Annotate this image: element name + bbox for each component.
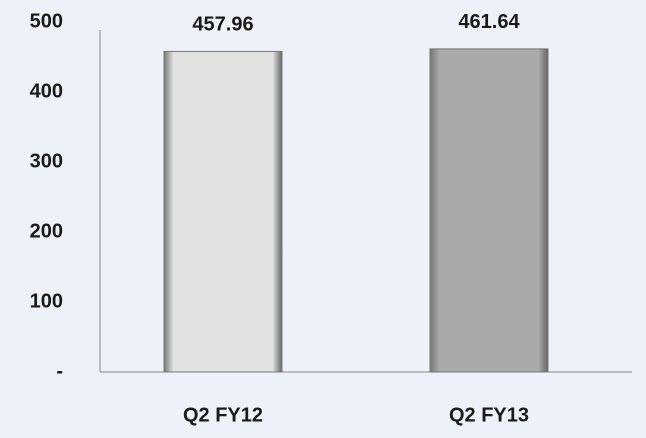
bar [163, 50, 283, 373]
y-tick-label: 200 [30, 220, 63, 242]
y-tick-label: 100 [30, 290, 63, 312]
y-tick-label: 500 [30, 10, 63, 32]
y-tick-label: 400 [30, 80, 63, 102]
data-label: 457.96 [192, 14, 253, 36]
y-tick-label: 300 [30, 150, 63, 172]
y-tick-label: - [56, 360, 63, 382]
bar [429, 48, 549, 373]
x-tick-label: Q2 FY13 [449, 404, 529, 426]
data-label: 461.64 [458, 11, 520, 33]
x-tick-label: Q2 FY12 [183, 404, 263, 426]
